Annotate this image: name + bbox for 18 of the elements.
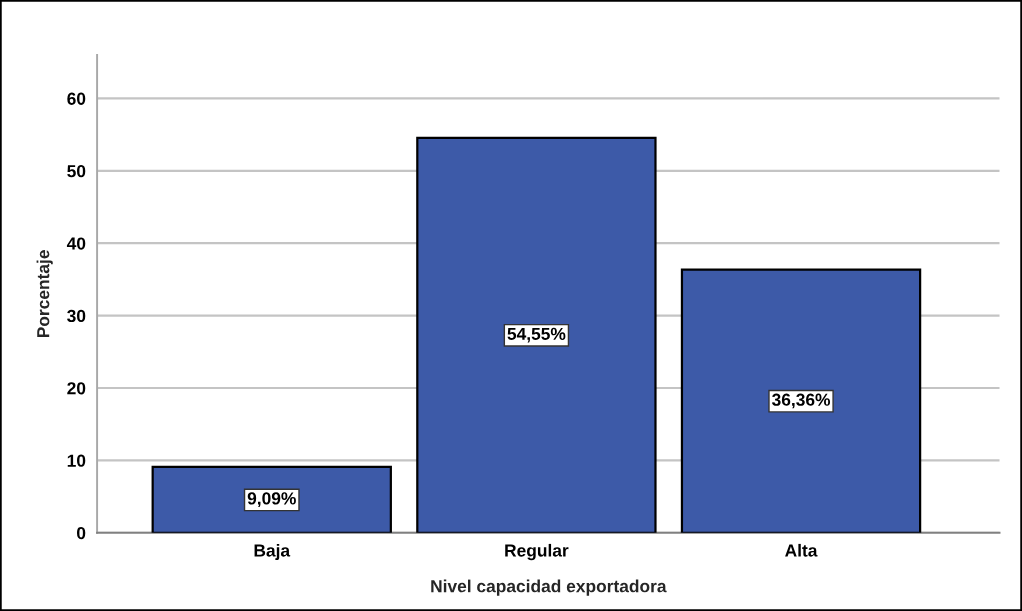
bar xyxy=(151,465,392,533)
data-label: 9,09% xyxy=(247,492,296,508)
bar xyxy=(680,268,922,533)
y-tick-label: 20 xyxy=(67,382,86,395)
y-tick-label: 60 xyxy=(67,92,86,105)
x-tick-label: Alta xyxy=(785,543,818,557)
y-tick-label: 40 xyxy=(66,237,86,250)
y-axis-title: Porcentaje xyxy=(36,250,53,338)
y-tick-label: 30 xyxy=(67,309,86,323)
y-tick-label: 10 xyxy=(67,454,86,467)
x-tick-label: Regular xyxy=(505,543,569,561)
data-label: 36,36% xyxy=(771,393,831,409)
bar xyxy=(416,136,657,533)
data-label: 54,55% xyxy=(507,327,566,343)
y-tick-label: 0 xyxy=(77,526,86,540)
x-axis-title: Nivel capacidad exportadora xyxy=(431,579,667,596)
x-tick-label: Baja xyxy=(254,543,291,561)
y-tick-label: 50 xyxy=(67,164,86,178)
